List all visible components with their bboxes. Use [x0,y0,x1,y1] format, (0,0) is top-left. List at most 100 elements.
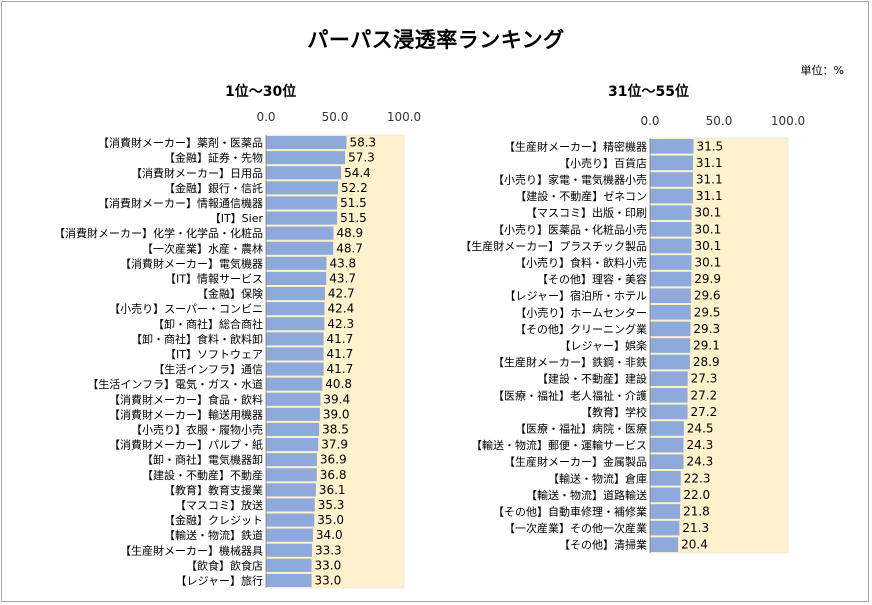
right-data-label: 27.2 [691,388,718,402]
left-bar [266,151,346,165]
left-bar [266,362,324,376]
right-bar [650,504,681,519]
left-category-label: 【消費財メーカー】輸送用機器 [109,407,263,421]
left-data-label: 43.8 [329,256,356,270]
left-category-label: 【一次産業】水産・農林 [142,241,263,255]
right-bar [650,255,692,270]
left-bar [266,392,321,406]
right-category-label: 【小売り】家電・電気機器小売 [493,173,647,187]
left-category-label: 【IT】Sier [210,212,264,225]
right-category-label: 【建設・不動産】建設 [537,372,647,386]
left-data-label: 48.7 [336,241,363,255]
right-bar [650,537,679,552]
right-bar [650,354,690,370]
left-category-label: 【飲食】飲食店 [186,558,263,572]
right-bar [650,288,691,303]
left-bar [266,181,339,195]
left-data-label: 48.9 [336,226,363,240]
left-category-label: 【教育】教育支援業 [164,483,263,497]
left-bar [266,211,338,225]
left-bar [266,407,320,421]
right-bar [650,454,684,469]
right-data-label: 29.5 [694,305,721,319]
left-data-label: 42.4 [328,302,355,316]
right-category-label: 【生産財メーカー】精密機器 [504,139,647,153]
right-data-label: 27.2 [691,405,718,419]
left-category-label: 【消費財メーカー】電気機器 [120,256,263,270]
left-category-label: 【IT】情報サービス [165,272,263,285]
left-data-label: 34.0 [316,528,343,542]
right-bar [650,371,688,386]
chart-title: パーパス浸透率ランキング [307,28,565,52]
right-category-label: 【小売り】ホームセンター [515,306,647,319]
left-category-label: 【小売り】衣服・履物小売 [131,422,263,436]
right-bar [650,155,693,171]
right-category-label: 【その他】自動車修理・補修業 [493,505,647,519]
left-category-label: 【消費財メーカー】化学・化学品・化粧品 [54,226,263,240]
right-bar [650,271,692,287]
left-category-label: 【金融】保険 [197,287,263,301]
right-bar [650,437,684,453]
left-data-label: 42.3 [327,317,354,331]
unit-label: 単位：% [800,64,844,77]
left-bar [266,438,319,452]
right-category-label: 【建設・不動産】ゼネコン [515,189,647,203]
right-category-label: 【一次産業】その他一次産業 [504,521,647,535]
right-category-label: 【レジャー】宿泊所・ホテル [505,289,647,303]
left-category-label: 【小売り】スーパー・コンビニ [109,303,263,316]
left-data-label: 33.0 [315,558,342,572]
right-category-label: 【マスコミ】出版・印刷 [526,206,647,220]
right-bar [650,321,691,337]
left-bar [266,573,312,587]
right-data-label: 30.1 [695,256,722,270]
right-category-label: 【生産財メーカー】プラスチック製品 [460,239,647,253]
right-category-label: 【小売り】医薬品・化粧品小売 [493,222,647,236]
right-category-label: 【その他】理容・美容 [537,272,647,286]
left-category-label: 【マスコミ】放送 [175,498,263,512]
left-bar [266,558,312,572]
left-bar [266,528,313,542]
left-bar [266,166,342,180]
left-data-label: 39.4 [323,392,350,406]
right-data-label: 21.3 [682,521,709,535]
left-category-label: 【消費財メーカー】情報通信機器 [98,196,263,210]
right-data-label: 31.1 [696,156,723,170]
left-data-label: 38.5 [322,422,349,436]
left-category-label: 【生活インフラ】通信 [153,362,263,376]
left-category-label: 【生産財メーカー】機械器具 [120,543,263,557]
right-panel-title: 31位～55位 [608,84,689,100]
right-data-label: 24.3 [687,455,714,469]
left-bar [266,347,324,361]
left-bar [266,136,347,150]
left-data-label: 37.9 [321,438,348,452]
right-category-label: 【医療・福祉】病院・医療 [515,422,647,436]
right-tick-label: 50.0 [706,114,733,128]
left-bar [266,287,325,301]
right-data-label: 22.0 [683,488,710,502]
left-category-label: 【金融】クレジット [164,513,263,527]
right-tick-label: 100.0 [771,114,805,128]
right-category-label: 【教育】学校 [581,405,647,419]
left-panel-title: 1位～30位 [225,84,297,100]
left-plot-area [265,134,405,589]
right-data-label: 29.6 [694,289,721,303]
left-data-label: 51.5 [340,211,367,225]
right-bar [650,305,691,320]
right-bar [650,238,692,254]
left-category-label: 【消費財メーカー】パルプ・紙 [109,438,263,452]
right-data-label: 21.8 [683,505,710,519]
right-data-label: 22.3 [684,471,711,485]
left-tick-label: 0.0 [256,110,275,124]
right-bar [650,222,692,237]
left-category-label: 【卸・商社】食料・飲料卸 [131,332,263,346]
left-bar [266,422,320,436]
left-bar [266,377,323,391]
left-data-label: 35.3 [318,498,345,512]
right-category-label: 【その他】清掃業 [559,538,647,552]
left-data-label: 41.7 [327,347,354,361]
left-category-label: 【消費財メーカー】食品・飲料 [109,392,263,406]
right-data-label: 31.5 [696,139,723,153]
